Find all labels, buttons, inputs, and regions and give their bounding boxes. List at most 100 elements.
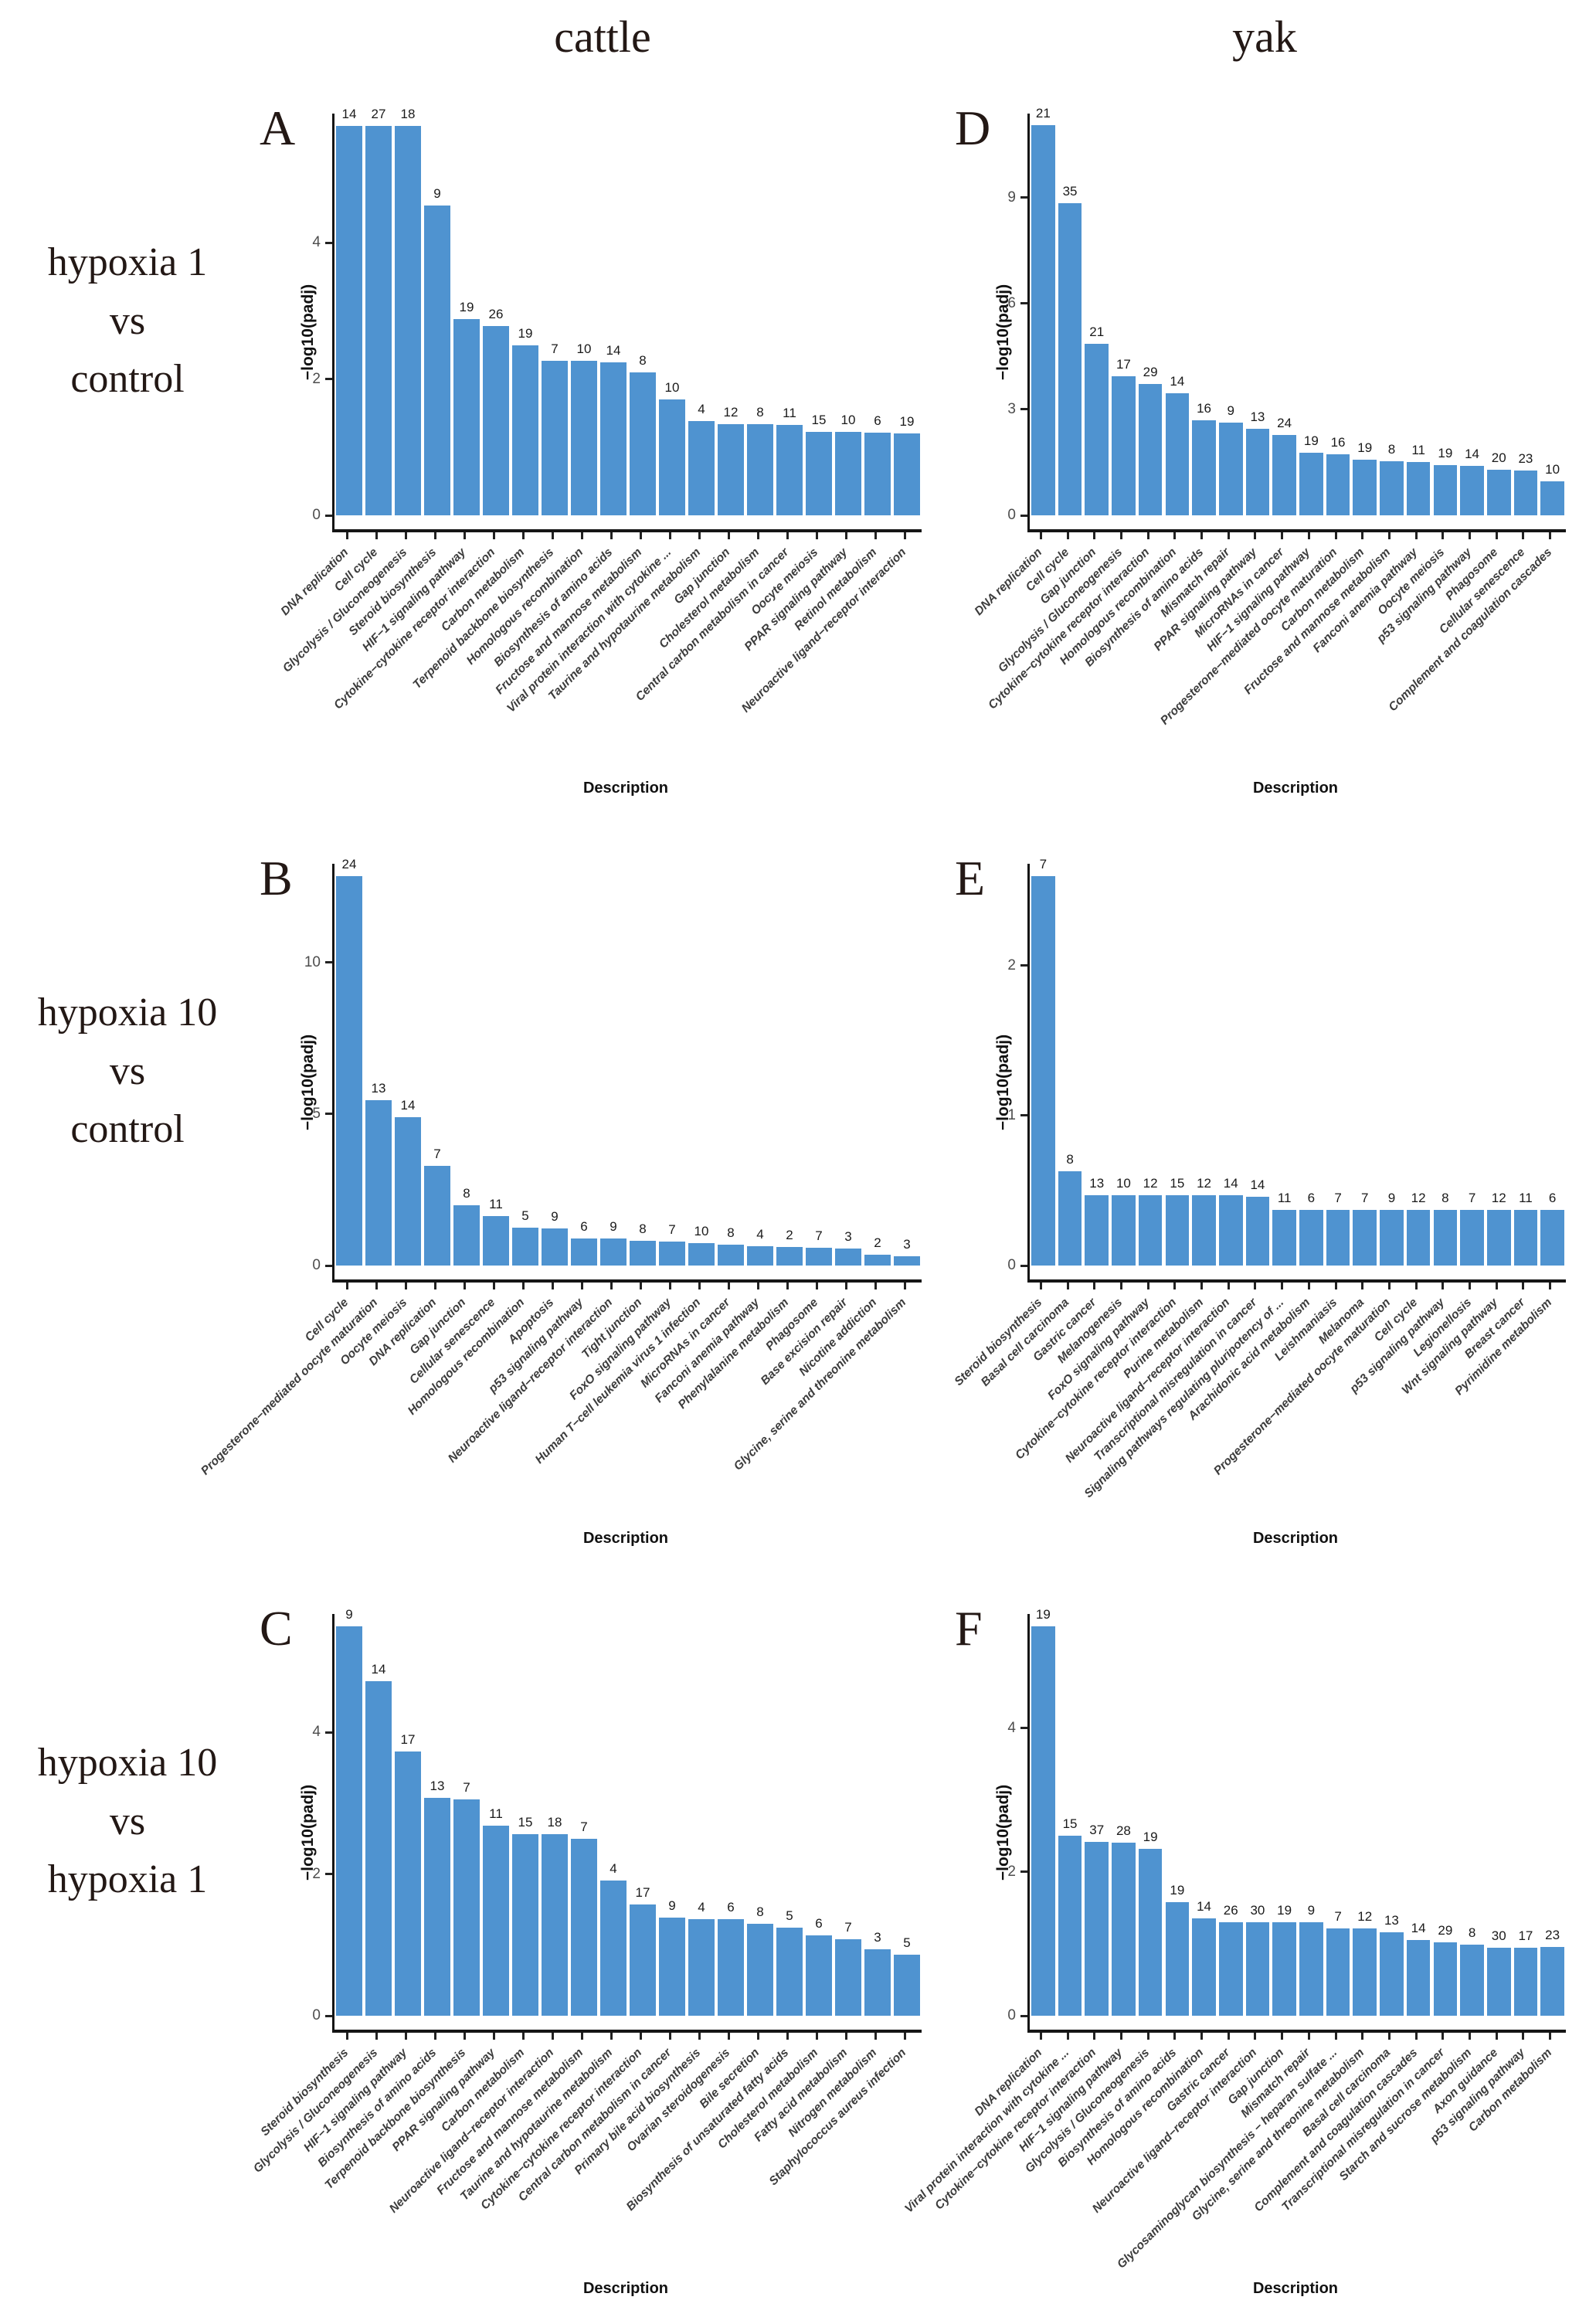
x-tick-mark bbox=[639, 532, 642, 539]
x-tick-mark bbox=[903, 2033, 906, 2040]
bar-B-Homologous recombination bbox=[512, 1227, 538, 1266]
y-tick-mark bbox=[325, 1731, 332, 1734]
x-tick-mark bbox=[433, 1283, 436, 1289]
x-tick-mark bbox=[551, 1283, 554, 1289]
x-axis-line bbox=[1027, 529, 1566, 532]
bar-count-label: 14 bbox=[1250, 1177, 1265, 1192]
bar-D-DNA replication bbox=[1031, 125, 1055, 515]
plot-area: −log10(padj) 0 2 4 14 27 18 9 19 26 19 7 10 14 8 10 4 12 8… bbox=[299, 107, 922, 532]
bar-count-label: 7 bbox=[551, 341, 559, 356]
bar-count-label: 7 bbox=[1468, 1191, 1476, 1206]
bar-count-label: 7 bbox=[1334, 1908, 1342, 1924]
bar-count-label: 8 bbox=[756, 404, 764, 420]
bar-count-label: 5 bbox=[786, 1908, 793, 1924]
y-tick-mark bbox=[325, 1264, 332, 1267]
bar-count-label: 10 bbox=[576, 341, 592, 356]
bar-E-Cell cycle bbox=[1406, 1210, 1431, 1266]
bar-C-Fructose and mannose metabolism bbox=[571, 1838, 597, 2016]
row-label-line: hypoxia 1 bbox=[47, 240, 208, 285]
bar-count-label: 30 bbox=[1250, 1903, 1265, 1918]
x-tick-mark bbox=[1307, 2033, 1310, 2040]
x-tick-mark bbox=[1227, 532, 1230, 539]
bar-count-label: 11 bbox=[489, 1196, 503, 1211]
x-tick-mark bbox=[668, 532, 671, 539]
panel-E-yak-hypoxia10-vs-control: E −log10(padj) 0 1 2 7 8 13 10 12 15 12 14 14 11 6 7 7 9 12… bbox=[950, 824, 1579, 1574]
bar-count-label: 9 bbox=[668, 1898, 676, 1913]
bar-count-label: 7 bbox=[580, 1819, 588, 1834]
bar-count-label: 6 bbox=[1307, 1191, 1316, 1206]
x-tick-mark bbox=[786, 532, 789, 539]
row-label-line: hypoxia 1 bbox=[47, 1857, 208, 1902]
bar-F-Basal cell carcinoma bbox=[1380, 1932, 1404, 2016]
bar-E-Wnt signaling pathway bbox=[1486, 1210, 1511, 1266]
bar-count-label: 26 bbox=[1223, 1903, 1238, 1918]
x-tick-mark bbox=[1441, 2033, 1445, 2040]
x-tick-mark bbox=[375, 1283, 378, 1289]
x-tick-mark bbox=[786, 2033, 789, 2040]
x-tick-mark bbox=[404, 2033, 407, 2040]
bar-count-label: 8 bbox=[1066, 1151, 1074, 1167]
bar-count-label: 11 bbox=[783, 405, 796, 420]
bar-count-label: 13 bbox=[1250, 409, 1265, 425]
x-axis-labels: DNA replication Viral protein interaction… bbox=[902, 2033, 1579, 2294]
bar-count-label: 7 bbox=[1334, 1191, 1342, 1206]
x-tick-mark bbox=[1227, 2033, 1230, 2040]
bar-F-Starch and sucrose metabolism bbox=[1460, 1944, 1484, 2016]
x-axis-line bbox=[332, 2030, 922, 2033]
bar-count-label: 19 bbox=[1170, 1883, 1185, 1898]
column-title-yak: yak bbox=[1232, 12, 1297, 62]
bar-count-label: 8 bbox=[727, 1225, 735, 1241]
bar-D-PPAR signaling pathway bbox=[1245, 429, 1270, 515]
bar-F-Viral protein interaction with cytokine ... bbox=[1058, 1836, 1082, 2016]
bar-count-label: 14 bbox=[1411, 1921, 1426, 1936]
x-tick-mark bbox=[404, 1283, 407, 1289]
bar-count-label: 6 bbox=[1548, 1191, 1557, 1206]
y-tick-mark bbox=[1020, 302, 1027, 305]
x-tick-mark bbox=[1119, 2033, 1122, 2040]
x-axis-title: Description bbox=[582, 1530, 669, 1547]
x-tick-mark bbox=[698, 532, 701, 539]
panel-letter-C: C bbox=[260, 1601, 293, 1656]
row-label-line: control bbox=[70, 357, 185, 402]
y-tick-mark bbox=[1020, 514, 1027, 517]
bar-A-DNA replication bbox=[336, 125, 362, 515]
bar-count-label: 5 bbox=[903, 1935, 911, 1951]
bar-count-label: 12 bbox=[1411, 1191, 1426, 1206]
x-tick-mark bbox=[1066, 1283, 1069, 1289]
x-tick-mark bbox=[1361, 532, 1364, 539]
bar-C-Biosynthesis of amino acids bbox=[424, 1797, 450, 2016]
bar-count-label: 16 bbox=[1197, 400, 1211, 416]
x-tick-mark bbox=[1414, 2033, 1418, 2040]
x-tick-mark bbox=[492, 2033, 495, 2040]
panel-letter-B: B bbox=[260, 851, 293, 905]
x-tick-mark bbox=[1200, 2033, 1204, 2040]
bar-A-Homologous recombination bbox=[571, 360, 597, 515]
bar-F-Biosynthesis of amino acids bbox=[1165, 1902, 1190, 2016]
x-tick-mark bbox=[1387, 532, 1391, 539]
y-tick-label: 1 bbox=[1007, 1106, 1016, 1123]
bar-D-Mismatch repair bbox=[1218, 422, 1243, 515]
x-tick-mark bbox=[1281, 1283, 1284, 1289]
column-title-cattle: cattle bbox=[554, 12, 651, 62]
x-tick-mark bbox=[1549, 2033, 1552, 2040]
bar-count-label: 7 bbox=[1039, 856, 1048, 872]
bar-count-label: 37 bbox=[1089, 1822, 1105, 1837]
x-axis-labels: DNA replication Cell cycle Glycolysis / Gl… bbox=[278, 532, 950, 793]
bar-F-DNA replication bbox=[1031, 1626, 1055, 2016]
bar-D-Glycolysis / Gluconeogenesis bbox=[1112, 375, 1136, 515]
bar-A-Terpenoid backbone biosynthesis bbox=[542, 360, 568, 515]
bar-C-Carbon metabolism bbox=[512, 1834, 538, 2016]
panel-A-cattle-hypoxia1-vs-control: A −log10(padj) 0 2 4 14 27 18 9 19 26 19 7 10 14 8 10 4 12… bbox=[255, 73, 950, 824]
row-label-hypoxia1-vs-control: hypoxia 1 vs control bbox=[0, 73, 255, 824]
bar-F-Homologous recombination bbox=[1192, 1918, 1216, 2016]
x-tick-mark bbox=[1522, 532, 1525, 539]
x-tick-mark bbox=[815, 532, 818, 539]
bar-D-Cytokine−cytokine receptor interaction bbox=[1138, 384, 1163, 515]
bar-E-Gastric cancer bbox=[1085, 1194, 1109, 1266]
bar-count-label: 27 bbox=[371, 106, 386, 121]
y-tick-label: 2 bbox=[312, 1865, 321, 1882]
bar-B-Glycine, serine and threonine metabolism bbox=[894, 1256, 920, 1266]
x-tick-mark bbox=[1414, 532, 1418, 539]
bar-count-label: 7 bbox=[844, 1919, 852, 1935]
bar-count-label: 18 bbox=[547, 1815, 562, 1830]
